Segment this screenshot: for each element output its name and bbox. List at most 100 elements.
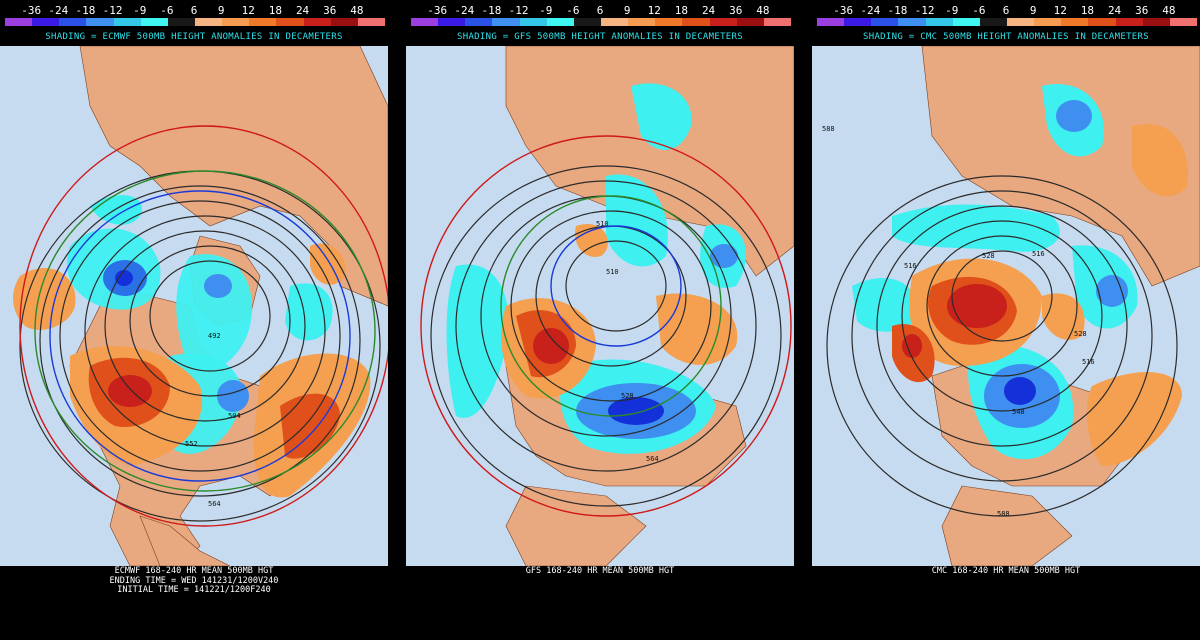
anomaly-map: 510 510 528 564 <box>406 46 794 566</box>
svg-text:516: 516 <box>1032 250 1045 258</box>
colorbar-tick-label: 36 <box>729 4 743 17</box>
central-america-land <box>139 515 231 566</box>
eurasia-land <box>79 46 388 307</box>
colorbar-swatch <box>222 18 250 26</box>
colorbar-tick-label: -6 <box>566 4 580 17</box>
colorbar-swatch <box>1006 18 1035 26</box>
colorbar-tick-label: -24 <box>48 4 69 17</box>
colorbar <box>4 17 386 27</box>
svg-text:552: 552 <box>185 440 198 448</box>
colorbar-swatch <box>249 18 277 26</box>
colorbar <box>816 17 1198 27</box>
colorbar-tick-label: -24 <box>860 4 881 17</box>
colorbar <box>410 17 792 27</box>
colorbar-tick-label: 12 <box>241 4 255 17</box>
colorbar-tick-label: 48 <box>756 4 770 17</box>
colorbar-tick-label: 48 <box>1162 4 1176 17</box>
colorbar-swatch <box>357 18 385 26</box>
colorbar-labels: -36 -24 -18 -12 -9 -6 6 9 12 18 24 36 48 <box>406 4 794 17</box>
colorbar-swatch <box>140 18 168 26</box>
colorbar-swatch <box>519 18 547 26</box>
colorbar-swatch <box>979 18 1007 26</box>
colorbar-swatch <box>5 18 33 26</box>
svg-text:504: 504 <box>228 412 241 420</box>
footer-line: GFS 168-240 HR MEAN 500MB HGT <box>525 566 675 576</box>
colorbar-swatch <box>276 18 304 26</box>
colorbar-tick-label: 12 <box>647 4 661 17</box>
colorbar-swatch <box>600 18 629 26</box>
colorbar-swatch <box>709 18 737 26</box>
central-america-land <box>941 485 1073 566</box>
footer-line: CMC 168-240 HR MEAN 500MB HGT <box>931 566 1081 576</box>
colorbar-tick-label: -18 <box>75 4 96 17</box>
colorbar-tick-label: -9 <box>539 4 553 17</box>
colorbar-swatch <box>763 18 791 26</box>
svg-text:516: 516 <box>904 262 917 270</box>
svg-text:528: 528 <box>1074 330 1087 338</box>
colorbar-swatch <box>59 18 87 26</box>
colorbar-swatch <box>871 18 899 26</box>
svg-text:510: 510 <box>596 220 609 228</box>
colorbar-tick-label: 24 <box>701 4 716 17</box>
svg-text:492: 492 <box>208 332 221 340</box>
cmc-panel: -36 -24 -18 -12 -9 -6 6 9 12 18 24 36 48 SHADING = C… <box>812 0 1200 640</box>
svg-text:588: 588 <box>822 125 835 133</box>
colorbar-swatch <box>1142 18 1170 26</box>
colorbar-swatch <box>492 18 520 26</box>
colorbar-tick-label: 6 <box>190 4 198 17</box>
colorbar-tick-label: -9 <box>133 4 147 17</box>
colorbar-swatch <box>898 18 926 26</box>
colorbar-swatch <box>1061 18 1089 26</box>
colorbar-tick-label: -18 <box>887 4 908 17</box>
colorbar-labels: -36 -24 -18 -12 -9 -6 6 9 12 18 24 36 48 <box>0 4 388 17</box>
colorbar-swatch <box>844 18 872 26</box>
colorbar-tick-label: 9 <box>217 4 225 17</box>
colorbar-swatch <box>682 18 710 26</box>
colorbar-tick-label: -6 <box>972 4 986 17</box>
colorbar-tick-label: 6 <box>596 4 604 17</box>
colorbar-tick-label: 18 <box>1080 4 1095 17</box>
svg-text:516: 516 <box>1082 358 1095 366</box>
colorbar-swatch <box>113 18 141 26</box>
colorbar-swatch <box>655 18 683 26</box>
colorbar-swatch <box>1169 18 1197 26</box>
colorbar-labels: -36 -24 -18 -12 -9 -6 6 9 12 18 24 36 48 <box>812 4 1200 17</box>
shading-title: SHADING = ECMWF 500MB HEIGHT ANOMALIES I… <box>45 32 343 42</box>
colorbar-tick-label: 12 <box>1053 4 1067 17</box>
colorbar-swatch <box>1115 18 1143 26</box>
colorbar-swatch <box>628 18 656 26</box>
shading-title: SHADING = GFS 500MB HEIGHT ANOMALIES IN … <box>457 32 743 42</box>
svg-text:510: 510 <box>606 268 619 276</box>
colorbar-swatch <box>32 18 60 26</box>
colorbar-swatch <box>465 18 493 26</box>
colorbar-tick-label: -36 <box>427 4 448 17</box>
colorbar-tick-label: 24 <box>1107 4 1122 17</box>
svg-text:588: 588 <box>997 510 1010 518</box>
colorbar-swatch <box>546 18 574 26</box>
svg-text:528: 528 <box>982 252 995 260</box>
colorbar-tick-label: 9 <box>623 4 631 17</box>
colorbar-tick-label: -36 <box>833 4 854 17</box>
colorbar-tick-label: 18 <box>268 4 283 17</box>
colorbar-swatch <box>736 18 764 26</box>
colorbar-swatch <box>1034 18 1062 26</box>
colorbar-tick-label: -6 <box>160 4 174 17</box>
colorbar-tick-label: -24 <box>454 4 475 17</box>
svg-text:564: 564 <box>208 500 221 508</box>
footer: ECMWF 168-240 HR MEAN 500MB HGT ENDING T… <box>0 566 388 596</box>
svg-text:564: 564 <box>646 455 659 463</box>
colorbar-tick-label: 18 <box>674 4 689 17</box>
colorbar-tick-label: -12 <box>102 4 123 17</box>
colorbar-swatch <box>952 18 980 26</box>
colorbar-swatch <box>86 18 114 26</box>
colorbar-tick-label: -9 <box>945 4 959 17</box>
anomaly-map: 492 504 552 564 <box>0 46 388 566</box>
colorbar-tick-label: 6 <box>1002 4 1010 17</box>
colorbar-swatch <box>330 18 358 26</box>
anomaly-map: 588 516 516 528 528 516 540 588 <box>812 46 1200 566</box>
colorbar-swatch <box>573 18 601 26</box>
footer-line: ECMWF 168-240 HR MEAN 500MB HGT <box>114 566 274 576</box>
colorbar-swatch <box>167 18 195 26</box>
ecmwf-panel: -36 -24 -18 -12 -9 -6 6 9 12 18 24 36 48 SHADING = E… <box>0 0 388 640</box>
colorbar-tick-label: 48 <box>350 4 364 17</box>
